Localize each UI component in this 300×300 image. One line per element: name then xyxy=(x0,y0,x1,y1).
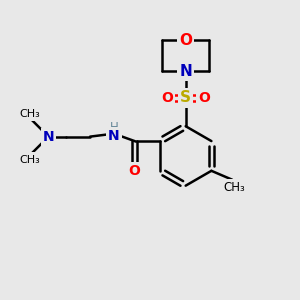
Text: O: O xyxy=(198,91,210,105)
Text: N: N xyxy=(108,129,120,143)
Text: CH₃: CH₃ xyxy=(20,109,40,119)
Text: O: O xyxy=(129,164,141,178)
Text: N: N xyxy=(43,130,54,144)
Text: S: S xyxy=(180,91,191,106)
Text: CH₃: CH₃ xyxy=(224,181,245,194)
Text: CH₃: CH₃ xyxy=(20,154,40,164)
Text: O: O xyxy=(179,32,192,47)
Text: H: H xyxy=(110,121,118,134)
Text: N: N xyxy=(179,64,192,79)
Text: O: O xyxy=(161,91,173,105)
